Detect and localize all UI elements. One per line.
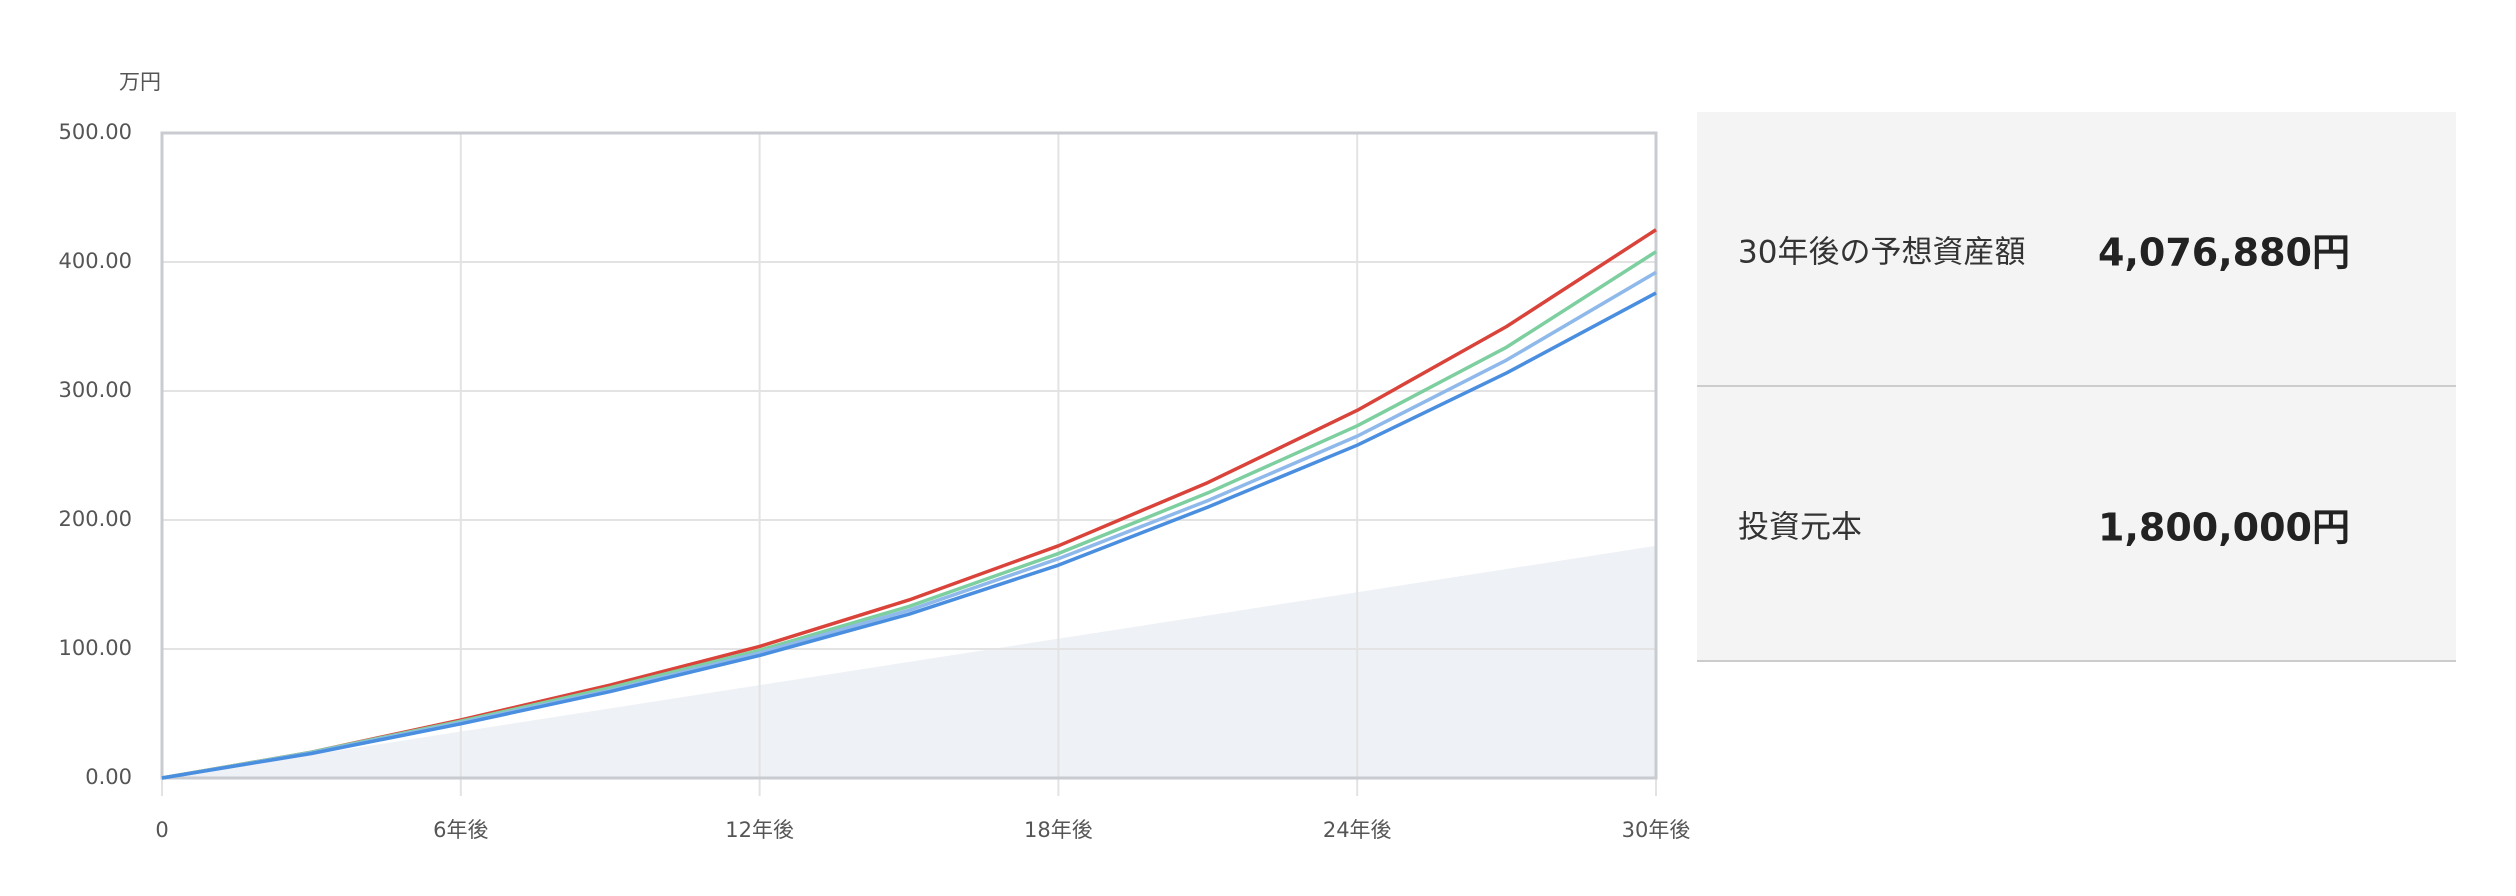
y-tick-label: 500.00 bbox=[59, 120, 132, 144]
y-unit: 万円 bbox=[119, 70, 161, 94]
summary-value: 1,800,000円 bbox=[2098, 505, 2350, 549]
x-tick-label: 0 bbox=[155, 818, 168, 842]
chart: 万円 0.00 100.00 200.00 300.00 400.00 500.00 0 6年… bbox=[59, 70, 1690, 842]
y-tick-label: 200.00 bbox=[59, 507, 132, 531]
y-tick-label: 400.00 bbox=[59, 249, 132, 273]
plot-frame bbox=[160, 131, 1658, 780]
y-tick-label: 0.00 bbox=[85, 765, 132, 789]
x-tick-label: 12年後 bbox=[725, 818, 794, 842]
y-tick-label: 100.00 bbox=[59, 636, 132, 660]
summary-label: 30年後の予想資産額 bbox=[1738, 234, 2026, 270]
y-tick-label: 300.00 bbox=[59, 378, 132, 402]
x-tick-label: 6年後 bbox=[433, 818, 488, 842]
principal-area bbox=[162, 545, 1656, 778]
line bbox=[161, 291, 1657, 780]
x-tick-label: 18年後 bbox=[1024, 818, 1093, 842]
summary-row: 30年後の予想資産額 4,076,880円 bbox=[1697, 112, 2456, 387]
summary-panel: 30年後の予想資産額 4,076,880円 投資元本 1,800,000円 bbox=[1697, 112, 2456, 662]
x-tick-label: 30年後 bbox=[1622, 818, 1690, 842]
summary-label: 投資元本 bbox=[1738, 509, 1862, 545]
summary-value: 4,076,880円 bbox=[2098, 230, 2350, 274]
summary-row: 投資元本 1,800,000円 bbox=[1697, 387, 2456, 662]
x-tick-label: 24年後 bbox=[1323, 818, 1392, 842]
